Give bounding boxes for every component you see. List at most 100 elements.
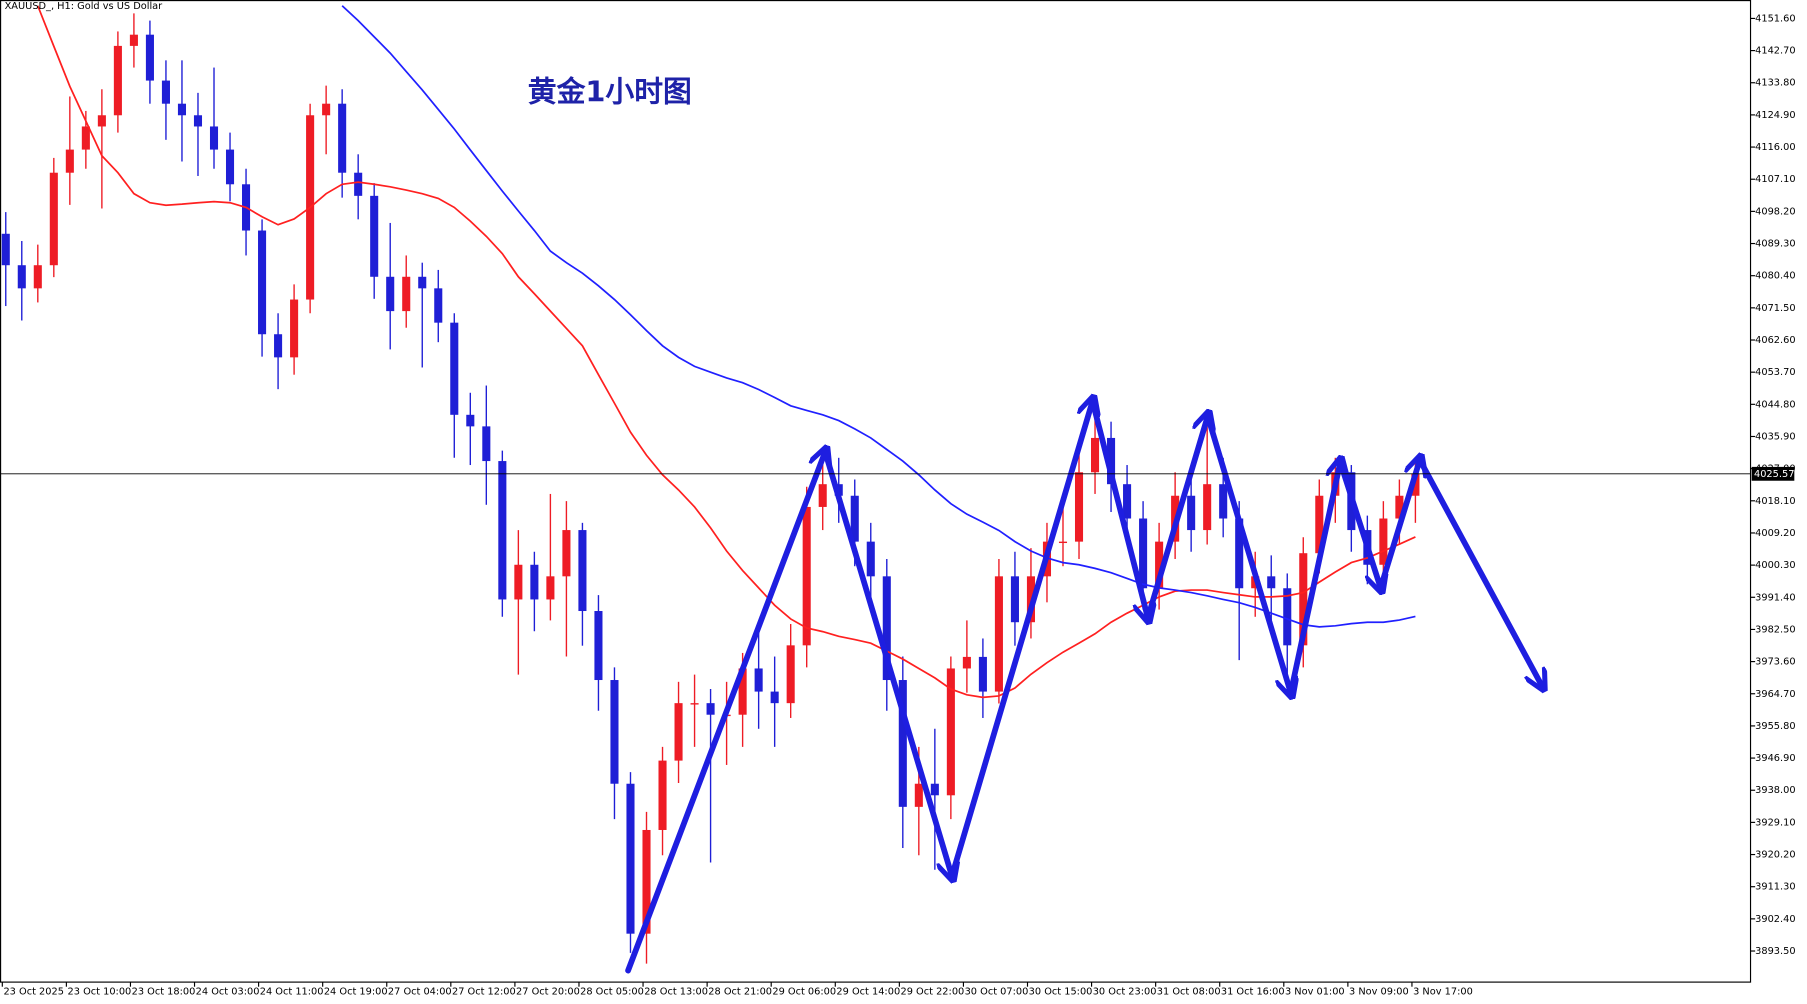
candle-body (386, 276, 395, 312)
candle-body (1299, 553, 1308, 646)
candle-body (770, 691, 779, 704)
x-tick-label: 24 Oct 19:00 (324, 986, 388, 997)
candle-body (129, 34, 138, 46)
moving-average (36, 5, 1416, 699)
candle-body (1139, 518, 1148, 589)
candle-body (482, 426, 491, 462)
y-tick-label: 4018.10 (1755, 496, 1795, 507)
y-tick-label: 3964.70 (1755, 689, 1795, 700)
arrow (1337, 459, 1380, 588)
arrow (1377, 460, 1420, 591)
chart-subtitle: XAUUSD_, H1: Gold vs US Dollar (5, 1, 164, 12)
candle-body (17, 265, 26, 289)
candle-body (674, 703, 683, 761)
candle-body (65, 149, 74, 173)
candle-body (754, 668, 763, 692)
y-tick-label: 3911.30 (1755, 882, 1795, 893)
arrow (1089, 398, 1147, 618)
candle-body (354, 172, 363, 196)
candle-body (706, 703, 715, 715)
candle-body (498, 461, 507, 600)
candle-body (1187, 495, 1196, 531)
y-tick-label: 4071.50 (1755, 303, 1795, 314)
plot-frame (0, 0, 1752, 983)
candle-body (161, 80, 170, 104)
candle-body (594, 611, 603, 681)
y-tick-label: 4142.70 (1755, 46, 1795, 57)
x-tick-label: 28 Oct 21:00 (708, 986, 772, 997)
candle-body (1074, 472, 1084, 542)
x-tick-label: 27 Oct 20:00 (516, 986, 580, 997)
candle-body (802, 506, 811, 646)
candle-body (258, 230, 267, 335)
y-tick-label: 4098.20 (1755, 206, 1795, 217)
x-tick-label: 24 Oct 11:00 (260, 986, 324, 997)
candle-body (97, 115, 106, 127)
candle-body (1267, 576, 1276, 589)
annotation-arrows (625, 398, 1542, 974)
candle-body (466, 414, 475, 427)
y-tick-label: 4116.00 (1755, 142, 1795, 153)
arrow (1144, 416, 1208, 621)
x-tick-label: 29 Oct 14:00 (836, 986, 900, 997)
moving-average (341, 5, 1416, 628)
candle-body (914, 783, 923, 807)
arrow (1287, 462, 1341, 696)
x-tick-label: 3 Nov 17:00 (1413, 986, 1473, 997)
x-tick-label: 28 Oct 05:00 (580, 986, 644, 997)
x-tick-label: 3 Nov 01:00 (1285, 986, 1345, 997)
y-tick-label: 3955.80 (1755, 721, 1795, 732)
candle-body (658, 760, 667, 830)
candle-body (546, 576, 555, 600)
candle-body (610, 680, 619, 784)
candle-body (1219, 484, 1228, 519)
candle-body (338, 103, 347, 173)
candle-body (209, 126, 219, 150)
candle-body (1411, 473, 1420, 496)
candle-body (690, 703, 699, 705)
candle-body (1107, 437, 1116, 485)
chart-title: 黄金1小时图 (528, 74, 692, 108)
candle-body (225, 149, 235, 185)
x-tick-label: 30 Oct 23:00 (1093, 986, 1157, 997)
plot-area (1, 5, 1420, 964)
x-tick-label: 30 Oct 15:00 (1029, 986, 1093, 997)
candle-body (145, 34, 154, 81)
candle-body (642, 829, 651, 934)
candle-body (33, 265, 42, 289)
x-tick-label: 31 Oct 08:00 (1157, 986, 1221, 997)
x-tick-label: 29 Oct 22:00 (901, 986, 965, 997)
candle-body (1058, 541, 1068, 544)
candle-body (450, 322, 459, 415)
candle-body (1010, 576, 1019, 623)
x-tick-label: 27 Oct 12:00 (452, 986, 516, 997)
candle-body (530, 564, 539, 600)
y-tick-label: 3946.90 (1755, 753, 1795, 764)
price-tag (1751, 466, 1795, 481)
y-tick-label: 4053.70 (1755, 367, 1795, 378)
candle-body (370, 195, 379, 277)
candle-body (738, 668, 747, 715)
x-tick-label: 23 Oct 10:00 (68, 986, 132, 997)
y-tick-label: 3902.40 (1755, 914, 1795, 925)
candle-body (562, 530, 571, 577)
x-tick-label: 23 Oct 2025 (3, 986, 63, 997)
arrow (625, 452, 825, 974)
candle-body (1123, 484, 1132, 519)
x-tick-label: 30 Oct 07:00 (965, 986, 1029, 997)
y-tick-label: 4035.90 (1755, 431, 1795, 442)
y-tick-label: 3920.20 (1755, 850, 1795, 861)
y-tick-label: 3938.00 (1755, 785, 1795, 796)
y-tick-label: 4133.80 (1755, 78, 1795, 89)
candle-body (866, 541, 875, 577)
y-tick-label: 3991.40 (1755, 592, 1795, 603)
candle-body (322, 103, 331, 116)
arrow (949, 401, 1093, 879)
candle-body (978, 656, 987, 692)
candle-body (578, 530, 587, 612)
candle-body (1235, 518, 1244, 589)
y-tick-label: 4000.30 (1755, 560, 1795, 571)
candle-body (418, 276, 427, 289)
candle-body (898, 680, 907, 807)
